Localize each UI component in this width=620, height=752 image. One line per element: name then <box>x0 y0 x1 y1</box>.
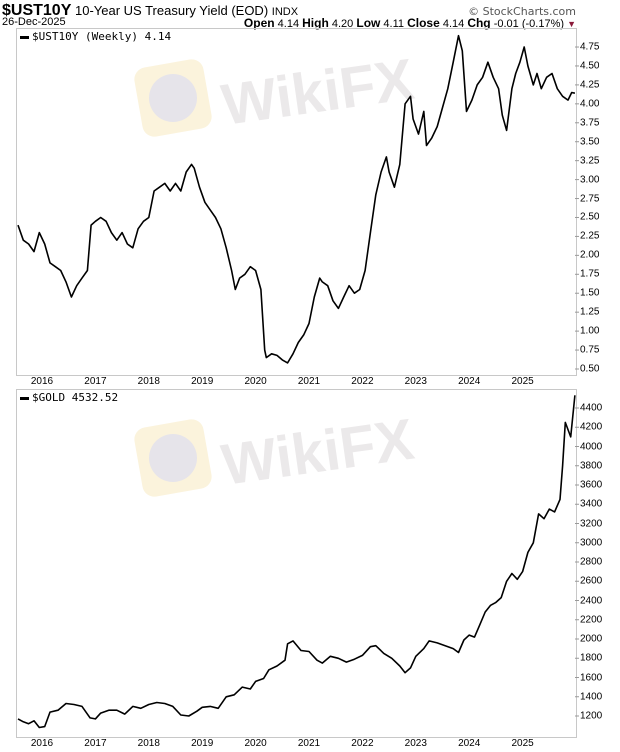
x-tick-label: 2020 <box>244 376 267 387</box>
y-tick-label: 3200 <box>580 518 603 529</box>
gold-axis-ticks <box>575 407 579 717</box>
x-tick-label: 2025 <box>511 738 534 749</box>
y-tick-label: 2600 <box>580 575 603 587</box>
legend-line-icon <box>20 396 29 400</box>
x-tick-label: 2022 <box>351 738 374 749</box>
x-tick-label: 2016 <box>30 738 54 749</box>
x-tick-label: 2016 <box>30 376 54 387</box>
y-tick-label: 2.00 <box>580 249 600 261</box>
high-value: 4.20 <box>331 18 354 30</box>
y-tick-label: 4.00 <box>580 98 600 110</box>
close-label: Close <box>407 16 440 30</box>
y-tick-label: 3400 <box>580 498 603 510</box>
y-tick-label: 2.50 <box>580 211 600 223</box>
y-tick-label: 2400 <box>580 595 603 606</box>
symbol: $UST10Y <box>2 2 72 19</box>
y-tick-label: 2800 <box>580 556 603 568</box>
y-tick-label: 4000 <box>580 441 603 452</box>
exchange: INDX <box>271 6 299 18</box>
yield-panel: $UST10Y (Weekly) 4.14 <box>16 28 577 376</box>
y-tick-label: 1400 <box>580 691 603 703</box>
open-value: 4.14 <box>277 18 300 30</box>
y-tick-label: 0.50 <box>580 363 600 375</box>
x-tick-label: 2020 <box>244 738 267 749</box>
chart-date: 26-Dec-2025 <box>2 16 66 28</box>
x-tick-label: 2017 <box>84 738 107 749</box>
gold-legend-label: $GOLD 4532.52 <box>32 391 119 404</box>
y-tick-label: 4.25 <box>580 79 600 91</box>
x-tick-label: 2019 <box>191 376 214 387</box>
x-tick-label: 2022 <box>351 376 374 387</box>
y-tick-label: 1.00 <box>580 325 600 337</box>
ohlc-summary: Open 4.14 High 4.20 Low 4.11 Close 4.14 … <box>244 16 576 30</box>
x-tick-label: 2025 <box>511 376 534 387</box>
x-tick-label: 2021 <box>297 376 321 387</box>
legend-line-icon <box>20 35 29 39</box>
y-tick-label: 3000 <box>580 537 603 549</box>
down-arrow-icon: ▼ <box>567 19 576 29</box>
yield-legend: $UST10Y (Weekly) 4.14 <box>20 30 171 43</box>
x-tick-label: 2024 <box>458 376 481 387</box>
y-tick-label: 1.75 <box>580 268 600 280</box>
y-tick-label: 1200 <box>580 710 603 722</box>
close-value: 4.14 <box>442 18 465 30</box>
yield-line <box>17 34 576 364</box>
brand-credit: © StockCharts.com <box>468 5 576 18</box>
y-tick-label: 3.75 <box>580 117 600 129</box>
y-tick-label: 4400 <box>580 402 603 414</box>
y-tick-label: 2.25 <box>580 230 600 242</box>
chg-value: -0.01 (-0.17%) <box>493 18 565 30</box>
x-tick-label: 2017 <box>84 376 107 387</box>
y-tick-label: 3.50 <box>580 136 600 148</box>
yield-legend-label: $UST10Y (Weekly) 4.14 <box>32 30 172 43</box>
low-value: 4.11 <box>383 18 405 30</box>
y-tick-label: 3.00 <box>580 174 600 186</box>
chg-label: Chg <box>467 16 491 30</box>
gold-legend: $GOLD 4532.52 <box>20 391 118 404</box>
gold-panel: $GOLD 4532.52 <box>16 389 577 738</box>
y-tick-label: 2000 <box>580 633 603 645</box>
y-tick-label: 4200 <box>580 421 603 433</box>
y-tick-label: 4.50 <box>580 60 600 72</box>
x-tick-label: 2023 <box>404 376 427 387</box>
y-tick-label: 2200 <box>580 614 603 626</box>
y-tick-label: 1.50 <box>580 287 600 299</box>
x-tick-label: 2021 <box>297 738 321 749</box>
y-tick-label: 3800 <box>580 460 603 472</box>
high-label: High <box>302 16 329 30</box>
low-label: Low <box>356 16 381 30</box>
x-tick-label: 2024 <box>458 738 481 749</box>
open-label: Open <box>243 16 275 30</box>
x-tick-label: 2019 <box>191 738 214 749</box>
x-tick-label: 2018 <box>137 738 160 749</box>
yield-axis-ticks <box>575 46 579 370</box>
x-tick-label: 2018 <box>137 376 160 387</box>
y-tick-label: 1600 <box>580 672 603 683</box>
gold-line <box>17 395 576 729</box>
x-tick-label: 2023 <box>404 738 427 749</box>
y-tick-label: 3600 <box>580 479 603 491</box>
y-tick-label: 2.75 <box>580 193 600 205</box>
y-tick-label: 3.25 <box>580 155 600 167</box>
y-tick-label: 1.25 <box>580 306 600 318</box>
chart-title: $UST10Y 10-Year US Treasury Yield (EOD) … <box>2 2 298 20</box>
y-tick-label: 4.75 <box>580 41 600 53</box>
symbol-description: 10-Year US Treasury Yield (EOD) <box>75 3 269 18</box>
y-tick-label: 0.75 <box>580 344 600 356</box>
y-tick-label: 1800 <box>580 652 603 664</box>
